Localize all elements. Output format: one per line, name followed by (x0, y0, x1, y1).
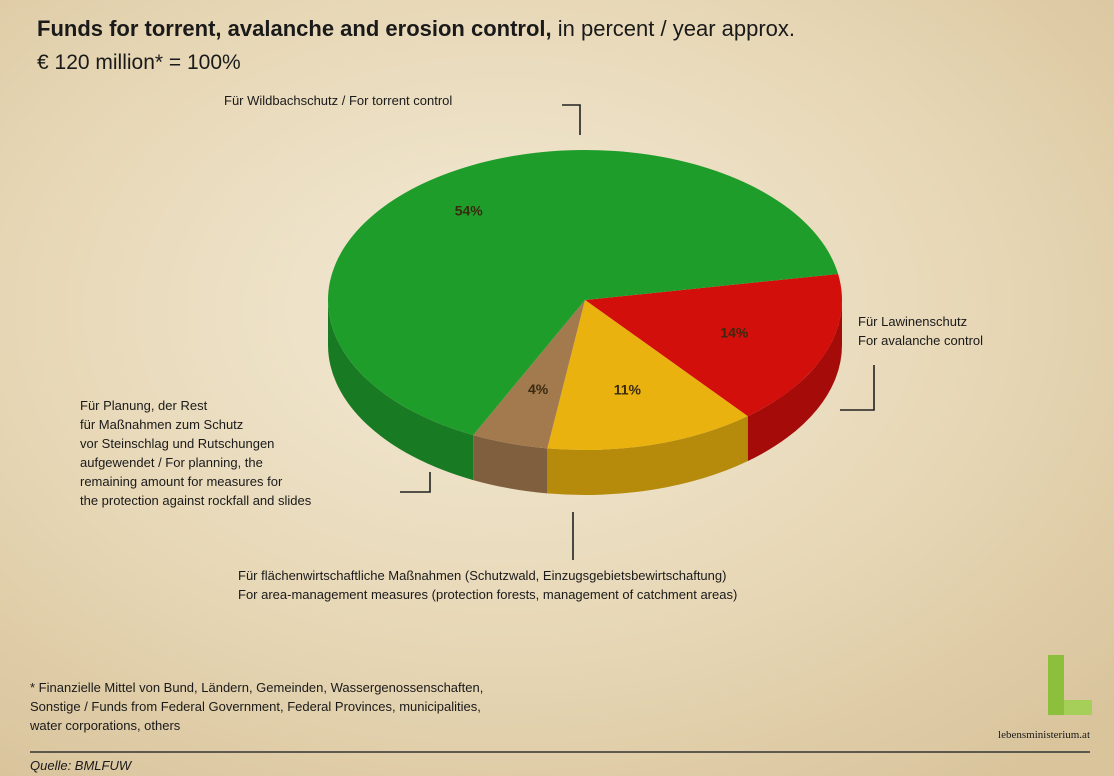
footnote: * Finanzielle Mittel von Bund, Ländern, … (29, 680, 483, 733)
category-label: Für Planung, der Rest für Maßnahmen zum S… (80, 398, 312, 508)
slice-side (328, 300, 474, 481)
slice-side (547, 416, 748, 495)
logo-mark (1048, 655, 1092, 715)
data-label: 54% (455, 202, 484, 218)
pie: 14% 11% 4% 54% (328, 149, 842, 495)
data-label: 4% (528, 381, 549, 397)
slice (328, 149, 839, 436)
title-main: Funds for torrent, avalanche and erosion… (37, 16, 552, 41)
slice-side (747, 300, 842, 462)
logo-text: lebensministerium.at (998, 729, 1090, 741)
category-label: Für flächenwirtschaftliche Maßnahmen (Sc… (238, 568, 737, 602)
slice-side (473, 435, 548, 494)
title-note: in percent / year approx. (558, 16, 795, 41)
slice (547, 300, 748, 450)
title: Funds for torrent, avalanche and erosion… (37, 16, 795, 41)
leader-line (562, 104, 581, 135)
slice (473, 300, 585, 449)
subtitle: € 120 million* = 100% (37, 51, 241, 74)
category-label: Für Lawinenschutz For avalanche control (858, 314, 983, 348)
leader-line (400, 472, 431, 493)
source: Quelle: BMLFUW (30, 758, 133, 773)
slice (585, 273, 842, 417)
data-label: 11% (614, 382, 642, 398)
category-label: Für Wildbachschutz / For torrent control (224, 93, 452, 108)
leader-line (840, 365, 875, 411)
data-label: 14% (720, 324, 749, 340)
